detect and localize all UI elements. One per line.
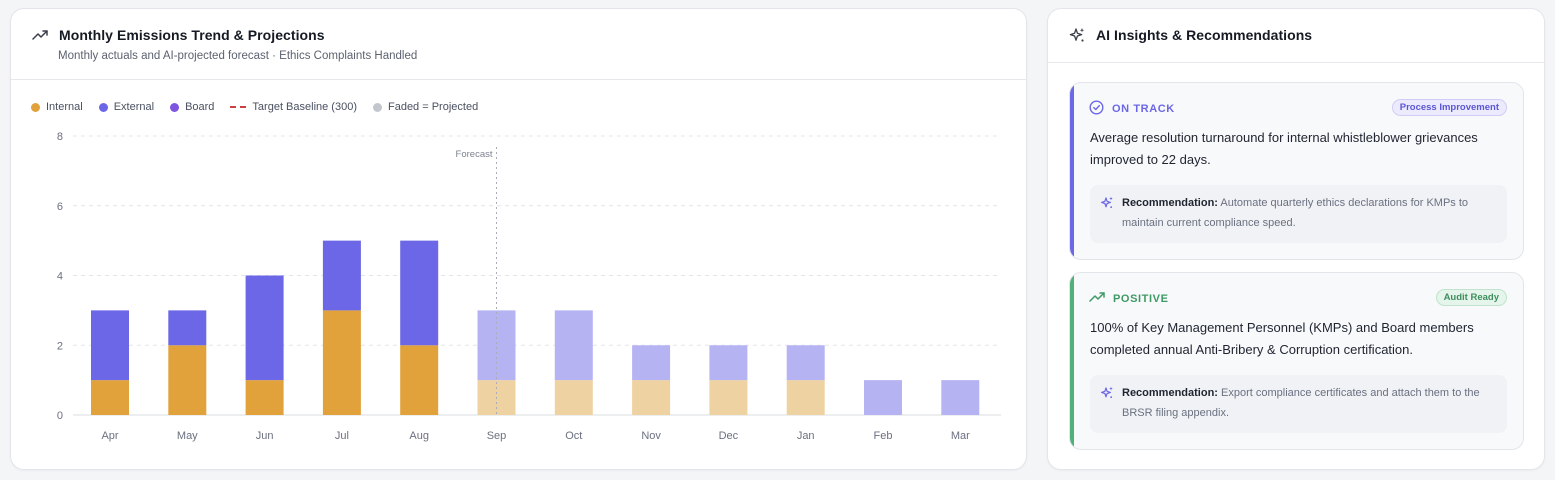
bar-external-dec	[709, 345, 748, 381]
bar-internal-oct	[554, 380, 593, 415]
insight-status-label: ON TRACK	[1112, 103, 1175, 115]
insight-card-positive[interactable]: POSITIVE Audit Ready 100% of Key Managem…	[1069, 272, 1524, 450]
insight-recommendation: Recommendation: Automate quarterly ethic…	[1090, 185, 1507, 243]
bar-internal-dec	[709, 380, 748, 415]
x-tick-label: Jul	[335, 430, 349, 442]
insight-accent-bar	[1070, 83, 1074, 259]
insight-text: Average resolution turnaround for intern…	[1090, 130, 1478, 167]
external-swatch	[98, 102, 108, 112]
board-swatch	[170, 102, 180, 112]
y-tick-label: 6	[57, 201, 63, 213]
check-circle-icon	[1089, 100, 1104, 118]
insights-card-header: AI Insights & Recommendations	[1048, 9, 1544, 63]
legend-target[interactable]: Target Baseline (300)	[230, 101, 357, 113]
bar-internal-apr	[91, 380, 129, 415]
bar-internal-jun	[245, 380, 284, 415]
x-tick-label: Dec	[719, 430, 739, 442]
legend-external[interactable]: External	[98, 101, 155, 113]
bar-internal-jul	[322, 310, 361, 415]
y-tick-label: 8	[57, 131, 63, 143]
bar-internal-nov	[632, 380, 671, 415]
bar-external-sep	[477, 310, 516, 381]
sparkles-icon	[1100, 386, 1114, 408]
y-tick-label: 4	[57, 271, 63, 283]
insight-recommendation: Recommendation: Export compliance certif…	[1090, 375, 1507, 433]
bar-external-apr	[91, 310, 129, 381]
recommendation-text: Automate quarterly ethics declarations f…	[1122, 197, 1469, 229]
emissions-chart-card: Monthly Emissions Trend & Projections Mo…	[10, 8, 1027, 470]
insight-badge: Audit Ready	[1435, 289, 1507, 306]
bar-external-feb	[864, 380, 902, 415]
x-tick-label: Apr	[101, 430, 118, 442]
forecast-label: Forecast	[456, 149, 493, 160]
internal-swatch	[31, 102, 40, 112]
bar-external-jun	[245, 275, 284, 381]
insight-text: 100% of Key Management Personnel (KMPs) …	[1090, 320, 1474, 357]
y-tick-label: 0	[57, 410, 63, 422]
legend-target-label: Target Baseline (300)	[252, 101, 357, 113]
bar-external-may	[168, 310, 207, 346]
bar-internal-may	[168, 345, 207, 415]
insights-title: AI Insights & Recommendations	[1096, 27, 1313, 43]
chart-card-header: Monthly Emissions Trend & Projections Mo…	[11, 9, 1026, 80]
target-swatch	[230, 106, 247, 108]
trending-up-icon	[1089, 290, 1105, 307]
trending-up-icon	[31, 26, 49, 44]
chart-legend: Internal External Board Target Baseline …	[31, 101, 478, 113]
legend-projected: Faded = Projected	[372, 101, 479, 113]
bar-external-jan	[786, 345, 825, 381]
insight-status: ON TRACK	[1089, 100, 1175, 118]
insight-accent-bar	[1070, 273, 1074, 449]
x-tick-label: Aug	[409, 430, 429, 442]
x-tick-label: Feb	[874, 430, 893, 442]
x-tick-label: Sep	[487, 430, 507, 442]
x-tick-label: Oct	[565, 430, 582, 442]
sparkles-icon	[1068, 26, 1086, 44]
bar-external-mar	[941, 380, 980, 415]
legend-external-label: External	[113, 101, 155, 113]
bar-internal-aug	[400, 345, 439, 415]
legend-board-label: Board	[185, 101, 215, 113]
bar-external-jul	[322, 240, 361, 311]
bar-internal-jan	[786, 380, 825, 415]
legend-internal-label: Internal	[46, 101, 83, 113]
x-tick-label: Nov	[641, 430, 661, 442]
x-tick-label: Mar	[951, 430, 970, 442]
insights-card: AI Insights & Recommendations ON TRACK P…	[1047, 8, 1545, 470]
legend-board[interactable]: Board	[170, 101, 214, 113]
stacked-bar-chart: 0 2 4 6 8 Apr May Jun Jul Aug Sep Oct Nov Dec Jan Feb Ma…	[57, 131, 1001, 442]
x-tick-label: Jan	[797, 430, 815, 442]
insight-status-label: POSITIVE	[1113, 292, 1169, 305]
y-tick-label: 2	[57, 340, 63, 352]
insight-status: POSITIVE	[1089, 290, 1169, 307]
insight-badge: Process Improvement	[1391, 99, 1507, 116]
recommendation-text: Export compliance certificates and attac…	[1122, 387, 1480, 419]
chart-title: Monthly Emissions Trend & Projections	[59, 27, 325, 43]
chart-subtitle: Monthly actuals and AI-projected forecas…	[58, 50, 418, 62]
x-tick-label: May	[177, 430, 198, 442]
bar-external-oct	[554, 310, 593, 381]
x-tick-label: Jun	[256, 430, 274, 442]
projected-swatch	[372, 102, 382, 112]
legend-projected-label: Faded = Projected	[387, 101, 479, 113]
bar-external-aug	[400, 240, 439, 346]
insight-card-on-track[interactable]: ON TRACK Process Improvement Average res…	[1069, 82, 1524, 260]
recommendation-label: Recommendation:	[1122, 387, 1218, 399]
recommendation-label: Recommendation:	[1122, 197, 1218, 209]
sparkles-icon	[1100, 196, 1114, 218]
legend-internal[interactable]: Internal	[31, 101, 83, 113]
bar-external-nov	[632, 345, 671, 381]
